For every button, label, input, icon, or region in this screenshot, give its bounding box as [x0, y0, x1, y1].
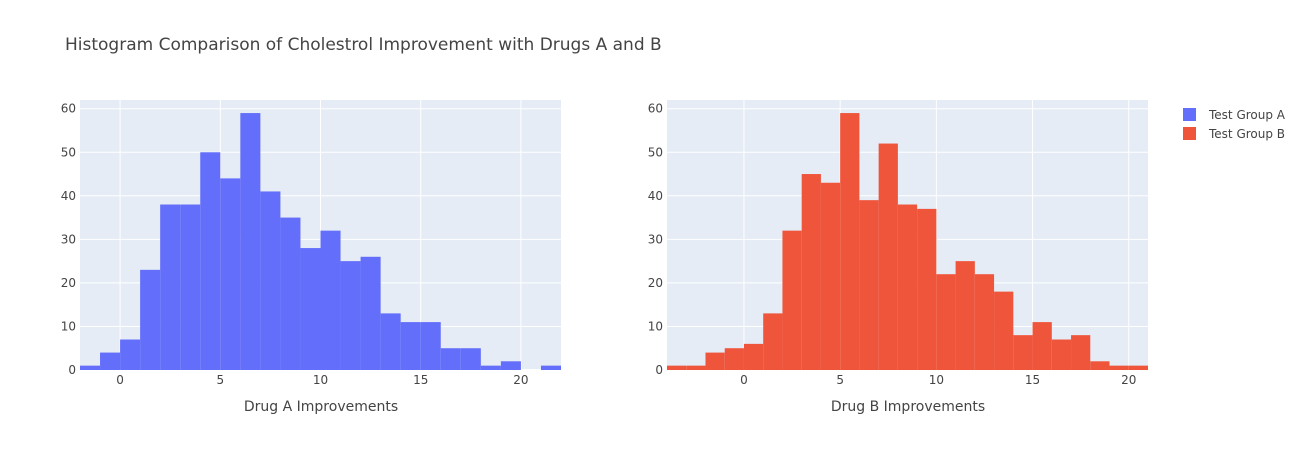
bar-a-bin-18[interactable]: [480, 365, 501, 370]
x-tick-label-20: 20: [513, 373, 528, 387]
y-tick-label-60: 60: [648, 102, 663, 116]
y-tick-label-0: 0: [68, 363, 76, 377]
bar-a-bin-3[interactable]: [180, 204, 201, 370]
bar-b-bin--3[interactable]: [686, 365, 706, 370]
panel-drug-b: 0 10 20 30 40 50 60 0 5 10 15 20 Drug B Improvemen…: [648, 100, 1148, 415]
legend-item-test-group-b[interactable]: Test Group B: [1183, 127, 1285, 141]
bar-b-bin-17[interactable]: [1071, 335, 1091, 370]
y-tick-label-40: 40: [61, 189, 76, 203]
bar-b-bin-13[interactable]: [994, 291, 1014, 370]
legend-swatch-test-group-a: [1183, 108, 1196, 121]
bar-b-bin--1[interactable]: [724, 348, 744, 370]
bar-a-bin-8[interactable]: [280, 217, 301, 370]
bar-a-bin-17[interactable]: [460, 348, 481, 370]
bar-b-bin-7[interactable]: [878, 143, 898, 370]
y-tick-label-10: 10: [648, 319, 663, 333]
bar-a-bin-21[interactable]: [540, 365, 561, 370]
bar-a-bin-19[interactable]: [500, 361, 521, 370]
bar-a-bin-9[interactable]: [300, 248, 321, 370]
panel-drug-a: 0 10 20 30 40 50 60 0 5 10 15 20 Drug A Improvemen…: [61, 100, 561, 415]
x-axis-title-drug-a: Drug A Improvements: [244, 399, 398, 415]
bar-b-bin-19[interactable]: [1109, 365, 1129, 370]
bar-b-bin-3[interactable]: [801, 174, 821, 370]
bar-b-bin--4[interactable]: [667, 365, 687, 370]
bar-b-bin--2[interactable]: [705, 352, 725, 370]
y-tick-label-50: 50: [648, 145, 663, 159]
legend-swatch-test-group-b: [1183, 127, 1196, 140]
bar-b-bin-16[interactable]: [1051, 339, 1072, 370]
bar-b-bin-6[interactable]: [859, 200, 879, 370]
bar-a-bin-16[interactable]: [440, 348, 461, 370]
legend-item-test-group-a[interactable]: Test Group A: [1183, 108, 1286, 122]
y-tick-label-60: 60: [61, 102, 76, 116]
bar-b-bin-18[interactable]: [1090, 361, 1110, 370]
x-axis-title-drug-b: Drug B Improvements: [831, 399, 985, 415]
bar-a-bin-13[interactable]: [380, 313, 401, 370]
bar-a-bin-6[interactable]: [240, 113, 261, 370]
legend-label-test-group-a: Test Group A: [1208, 108, 1286, 122]
bar-a-bin-14[interactable]: [400, 322, 421, 370]
y-tick-label-20: 20: [648, 276, 663, 290]
x-tick-label-10: 10: [929, 373, 944, 387]
x-tick-label-20: 20: [1121, 373, 1136, 387]
x-tick-label-0: 0: [116, 373, 124, 387]
bar-a-bin-4[interactable]: [200, 152, 221, 370]
bar-b-bin-4[interactable]: [820, 182, 841, 370]
y-tick-label-10: 10: [61, 319, 76, 333]
bar-a-bin-0[interactable]: [120, 339, 141, 370]
bar-a-bin-11[interactable]: [340, 261, 361, 370]
bar-b-bin-11[interactable]: [955, 261, 975, 370]
bar-b-bin-14[interactable]: [1013, 335, 1033, 370]
bar-a-bin-5[interactable]: [220, 178, 241, 370]
x-ticks-drug-b: 0 5 10 15 20: [740, 373, 1136, 387]
y-tick-label-50: 50: [61, 145, 76, 159]
bar-a-bin-15[interactable]: [420, 322, 441, 370]
bar-b-bin-2[interactable]: [782, 230, 802, 370]
y-tick-label-30: 30: [61, 232, 76, 246]
x-tick-label-15: 15: [1025, 373, 1040, 387]
x-tick-label-0: 0: [740, 373, 748, 387]
legend[interactable]: Test Group A Test Group B: [1183, 108, 1286, 141]
x-tick-label-10: 10: [313, 373, 328, 387]
bar-b-bin-9[interactable]: [917, 208, 937, 370]
x-tick-label-5: 5: [836, 373, 844, 387]
bar-b-bin-1[interactable]: [763, 313, 783, 370]
y-tick-label-40: 40: [648, 189, 663, 203]
x-tick-label-5: 5: [216, 373, 224, 387]
bar-b-bin-10[interactable]: [936, 274, 956, 370]
bar-a-bin-7[interactable]: [260, 191, 281, 370]
bar-a-bin-1[interactable]: [140, 269, 161, 370]
bar-a-bin--1[interactable]: [100, 352, 121, 370]
x-tick-label-15: 15: [413, 373, 428, 387]
chart-title: Histogram Comparison of Cholestrol Impro…: [65, 35, 662, 55]
y-ticks-drug-b: 0 10 20 30 40 50 60: [648, 102, 663, 377]
bars-drug-b: [667, 113, 1148, 370]
bar-b-bin-8[interactable]: [897, 204, 918, 370]
x-ticks-drug-a: 0 5 10 15 20: [116, 373, 528, 387]
bar-b-bin-12[interactable]: [974, 274, 995, 370]
bar-a-bin--2[interactable]: [80, 365, 101, 370]
bars-drug-a: [80, 113, 561, 370]
y-tick-label-0: 0: [655, 363, 663, 377]
bar-b-bin-15[interactable]: [1032, 322, 1052, 370]
bar-b-bin-20[interactable]: [1128, 365, 1148, 370]
bar-b-bin-5[interactable]: [840, 113, 860, 370]
bar-a-bin-12[interactable]: [360, 256, 381, 370]
y-ticks-drug-a: 0 10 20 30 40 50 60: [61, 102, 76, 377]
bar-b-bin-0[interactable]: [743, 343, 764, 370]
legend-label-test-group-b: Test Group B: [1208, 127, 1285, 141]
bar-a-bin-2[interactable]: [160, 204, 181, 370]
y-tick-label-30: 30: [648, 232, 663, 246]
bar-a-bin-10[interactable]: [320, 230, 341, 370]
y-tick-label-20: 20: [61, 276, 76, 290]
